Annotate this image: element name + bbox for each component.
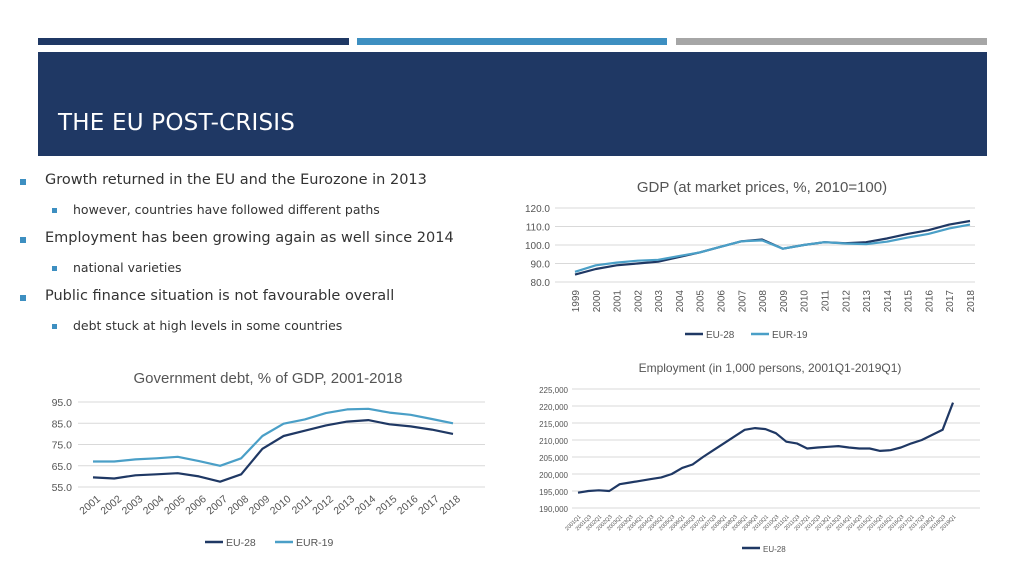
x-tick-label: 2003 <box>120 493 146 517</box>
legend-label: EUR-19 <box>296 537 334 549</box>
x-tick-label: 2018 <box>966 290 977 313</box>
x-tick-label: 2012 <box>310 493 336 517</box>
x-tick-label: 2015 <box>904 290 915 313</box>
sub-bullet-marker <box>52 266 57 271</box>
x-tick-label: 2005 <box>162 493 188 517</box>
x-tick-label: 2007 <box>737 290 748 313</box>
sub-bullet-marker <box>52 324 57 329</box>
x-tick-label: 2003 <box>654 290 665 313</box>
y-tick-label: 85.0 <box>52 418 73 430</box>
y-tick-label: 120.0 <box>525 204 550 215</box>
x-tick-label: 2012 <box>841 290 852 313</box>
y-tick-label: 110.0 <box>526 223 551 234</box>
decor-bar-navy <box>38 38 349 45</box>
x-tick-label: 2011 <box>290 493 315 517</box>
y-tick-label: 90.0 <box>531 260 551 271</box>
legend-label: EU-28 <box>706 330 735 341</box>
x-tick-label: 2007 <box>204 493 230 517</box>
legend-label: EUR-19 <box>772 330 808 341</box>
x-tick-label: 2014 <box>883 290 894 313</box>
bullet-marker <box>20 237 26 243</box>
y-tick-label: 195,000 <box>539 488 568 497</box>
x-tick-label: 2009 <box>779 290 790 313</box>
y-tick-label: 200,000 <box>539 471 568 480</box>
x-tick-label: 2018 <box>437 493 463 517</box>
x-tick-label: 2010 <box>268 493 294 517</box>
x-tick-label: 2016 <box>395 493 421 517</box>
y-tick-label: 210,000 <box>539 437 568 446</box>
employment-chart: Employment (in 1,000 persons, 2001Q1-201… <box>539 361 980 554</box>
x-tick-label: 2016 <box>924 290 935 313</box>
x-tick-label: 2001 <box>613 290 624 313</box>
debt-chart-title: Government debt, % of GDP, 2001-2018 <box>133 370 402 387</box>
y-tick-label: 55.0 <box>52 482 73 494</box>
x-tick-label: 2006 <box>183 493 209 517</box>
series-line-eu-28 <box>574 219 971 276</box>
x-tick-label: 2002 <box>633 290 644 313</box>
bullet-public-finance: Public finance situation is not favourab… <box>45 288 395 304</box>
x-tick-label: 2011 <box>820 290 831 312</box>
x-tick-label: 2005 <box>696 290 707 313</box>
y-tick-label: 65.0 <box>52 461 73 473</box>
x-tick-label: 2008 <box>226 493 252 517</box>
decor-bar-gray <box>676 38 987 45</box>
x-tick-label: 2004 <box>141 493 167 517</box>
sub-bullet-debt: debt stuck at high levels in some countr… <box>73 318 343 333</box>
gdp-chart: GDP (at market prices, %, 2010=100) 120.0… <box>525 179 977 341</box>
bullet-growth: Growth returned in the EU and the Eurozo… <box>45 172 427 188</box>
x-tick-label: 2013 <box>331 493 357 517</box>
sub-bullet-varieties: national varieties <box>73 260 182 275</box>
x-tick-label: 2004 <box>675 290 686 313</box>
debt-chart: Government debt, % of GDP, 2001-2018 95.0… <box>52 370 485 549</box>
x-tick-label: 2008 <box>758 290 769 313</box>
x-tick-label: 2002 <box>98 493 124 517</box>
series-line-eur-19 <box>93 407 454 467</box>
x-tick-label: 2015 <box>374 493 400 517</box>
x-tick-label: 2000 <box>592 290 603 313</box>
gdp-chart-title: GDP (at market prices, %, 2010=100) <box>637 179 887 196</box>
y-tick-label: 205,000 <box>539 454 568 463</box>
page-title: THE EU POST-CRISIS <box>58 110 296 136</box>
y-tick-label: 220,000 <box>539 403 568 412</box>
x-tick-label: 2013 <box>862 290 873 313</box>
sub-bullet-marker <box>52 208 57 213</box>
y-tick-label: 75.0 <box>52 440 73 452</box>
bullet-marker <box>20 179 26 185</box>
series-line-eu-28 <box>92 419 454 483</box>
x-tick-label: 2014 <box>353 493 379 517</box>
x-tick-label: 2017 <box>416 493 442 517</box>
x-tick-label: 2001 <box>77 493 103 517</box>
x-tick-label: 2006 <box>717 290 728 313</box>
legend-label: EU-28 <box>763 545 786 554</box>
x-tick-label: 2010 <box>800 290 811 313</box>
y-tick-label: 225,000 <box>539 386 568 395</box>
x-tick-label: 2017 <box>945 290 956 313</box>
series-line-eu-28 <box>577 402 955 494</box>
employment-chart-title: Employment (in 1,000 persons, 2001Q1-201… <box>639 361 902 375</box>
decor-bar-blue <box>357 38 667 45</box>
y-tick-label: 95.0 <box>52 397 73 409</box>
y-tick-label: 215,000 <box>539 420 568 429</box>
y-tick-label: 100.0 <box>525 241 550 252</box>
x-tick-label: 1999 <box>571 290 582 313</box>
legend-label: EU-28 <box>226 537 256 549</box>
sub-bullet-paths: however, countries have followed differe… <box>73 202 380 217</box>
series-line-eur-19 <box>574 223 971 273</box>
title-banner <box>38 52 987 156</box>
bullet-employment: Employment has been growing again as wel… <box>45 230 454 246</box>
bullet-marker <box>20 295 26 301</box>
y-tick-label: 80.0 <box>531 278 551 289</box>
x-tick-label: 2009 <box>247 493 273 517</box>
y-tick-label: 190,000 <box>539 505 568 514</box>
